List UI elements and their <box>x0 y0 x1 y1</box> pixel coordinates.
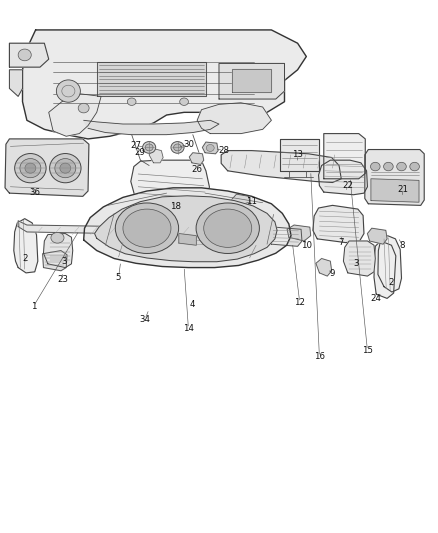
Polygon shape <box>84 120 219 135</box>
Polygon shape <box>84 188 291 268</box>
Polygon shape <box>42 251 67 271</box>
Ellipse shape <box>123 209 171 247</box>
Polygon shape <box>14 219 38 273</box>
Text: 2: 2 <box>22 254 28 263</box>
Polygon shape <box>10 70 22 96</box>
Ellipse shape <box>55 159 76 177</box>
Ellipse shape <box>14 154 46 183</box>
Text: 30: 30 <box>183 140 194 149</box>
Polygon shape <box>343 241 375 276</box>
Text: 2: 2 <box>389 278 394 287</box>
Polygon shape <box>95 196 277 262</box>
Polygon shape <box>197 103 272 134</box>
Polygon shape <box>10 43 49 67</box>
Ellipse shape <box>57 80 81 102</box>
Ellipse shape <box>204 209 252 247</box>
Ellipse shape <box>127 98 136 106</box>
Text: 34: 34 <box>139 315 150 324</box>
Text: 36: 36 <box>29 188 40 197</box>
Ellipse shape <box>49 154 81 183</box>
Ellipse shape <box>371 163 380 171</box>
Polygon shape <box>219 63 285 99</box>
Polygon shape <box>378 236 402 292</box>
Text: 26: 26 <box>192 165 203 174</box>
Polygon shape <box>180 232 208 251</box>
Text: 22: 22 <box>343 181 353 190</box>
Text: 3: 3 <box>61 257 67 265</box>
Polygon shape <box>365 150 424 205</box>
Polygon shape <box>271 227 302 246</box>
Polygon shape <box>221 151 341 182</box>
Polygon shape <box>374 241 396 298</box>
Ellipse shape <box>25 163 36 173</box>
Text: 10: 10 <box>301 241 312 250</box>
Text: 5: 5 <box>116 273 121 281</box>
Polygon shape <box>280 139 319 171</box>
Ellipse shape <box>180 98 188 106</box>
Ellipse shape <box>397 163 406 171</box>
Polygon shape <box>131 160 209 203</box>
Polygon shape <box>149 149 163 163</box>
Polygon shape <box>5 139 89 196</box>
Text: 11: 11 <box>246 197 257 206</box>
Polygon shape <box>367 228 387 244</box>
Polygon shape <box>49 94 101 136</box>
Ellipse shape <box>115 203 179 254</box>
Ellipse shape <box>51 232 64 243</box>
Ellipse shape <box>206 144 214 151</box>
Polygon shape <box>316 259 332 276</box>
Polygon shape <box>97 62 206 96</box>
Text: 28: 28 <box>218 146 229 155</box>
Text: 23: 23 <box>58 274 69 284</box>
Text: 27: 27 <box>131 141 141 150</box>
Text: 8: 8 <box>399 241 405 250</box>
Polygon shape <box>43 233 73 268</box>
Ellipse shape <box>143 142 155 154</box>
Text: 13: 13 <box>292 150 303 159</box>
Text: 14: 14 <box>183 324 194 333</box>
Text: 29: 29 <box>134 148 145 157</box>
Text: 16: 16 <box>314 352 325 361</box>
Polygon shape <box>189 153 204 165</box>
Polygon shape <box>318 160 367 195</box>
Polygon shape <box>371 179 419 202</box>
Text: 9: 9 <box>330 269 335 278</box>
Ellipse shape <box>60 163 71 173</box>
Polygon shape <box>202 142 218 154</box>
Text: 3: 3 <box>354 260 359 268</box>
Polygon shape <box>324 134 365 179</box>
Text: 15: 15 <box>362 346 373 355</box>
Ellipse shape <box>145 144 153 151</box>
Polygon shape <box>179 233 196 245</box>
Text: 21: 21 <box>397 185 408 194</box>
Ellipse shape <box>196 203 259 254</box>
Ellipse shape <box>173 144 181 151</box>
Ellipse shape <box>20 159 41 177</box>
Text: 1: 1 <box>31 302 36 311</box>
Ellipse shape <box>78 103 89 113</box>
Polygon shape <box>313 205 364 243</box>
Text: 4: 4 <box>190 300 195 309</box>
Ellipse shape <box>18 49 31 61</box>
Polygon shape <box>287 225 311 241</box>
Polygon shape <box>232 69 272 92</box>
Text: 24: 24 <box>371 294 381 303</box>
Ellipse shape <box>384 163 393 171</box>
Ellipse shape <box>171 142 184 154</box>
Polygon shape <box>231 194 251 211</box>
Text: 7: 7 <box>339 238 344 247</box>
Text: 18: 18 <box>170 203 181 212</box>
Polygon shape <box>22 30 306 139</box>
Text: 12: 12 <box>294 298 305 307</box>
Polygon shape <box>18 221 245 236</box>
Ellipse shape <box>410 163 420 171</box>
